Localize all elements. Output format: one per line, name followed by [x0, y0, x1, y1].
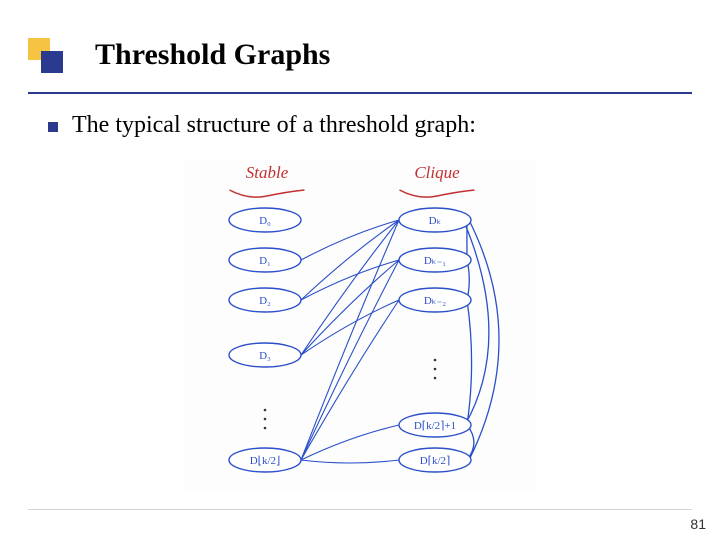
edge: [301, 260, 399, 460]
column-header: Clique: [414, 163, 460, 182]
header-brace: [400, 190, 475, 197]
ellipsis-dot: [264, 409, 267, 412]
ellipsis-dot: [264, 418, 267, 421]
edge: [301, 260, 399, 300]
clique-edge: [467, 300, 472, 425]
graph-node-label: D₂: [259, 295, 271, 307]
ellipsis-dot: [434, 377, 437, 380]
graph-node-label: D₃: [259, 350, 271, 362]
graph-node-label: Dₖ: [429, 215, 442, 227]
accent-square-blue: [41, 51, 63, 73]
title-rule: [28, 92, 692, 94]
page-number: 81: [690, 516, 706, 532]
clique-edge-outer2: [465, 224, 489, 425]
header-brace: [230, 190, 305, 197]
edge: [301, 260, 399, 355]
threshold-graph-diagram: Stable Clique D₀ D₁ D₂ D₃ D⌊k/2⌋ Dₖ Dₖ₋₁ Dₖ₋₂ D⌈k/…: [185, 160, 535, 490]
graph-node-label: D⌈k/2⌉+1: [414, 420, 456, 432]
graph-node-label: D⌊k/2⌋: [250, 455, 281, 467]
graph-node-label: D₁: [259, 255, 271, 267]
column-header: Stable: [246, 163, 289, 182]
bullet-text: The typical structure of a threshold gra…: [72, 112, 476, 139]
graph-node-label: D₀: [259, 215, 271, 227]
edge: [301, 300, 399, 355]
ellipsis-dot: [264, 427, 267, 430]
edge: [301, 425, 399, 460]
clique-edge-outer: [469, 220, 499, 460]
graph-node-label: Dₖ₋₂: [424, 295, 446, 307]
edge: [301, 460, 399, 463]
slide-title: Threshold Graphs: [95, 38, 330, 72]
bullet-icon: [48, 122, 58, 132]
footer-rule: [28, 509, 692, 510]
ellipsis-dot: [434, 368, 437, 371]
graph-node-label: Dₖ₋₁: [424, 255, 446, 267]
graph-node-label: D⌈k/2⌉: [420, 455, 451, 467]
ellipsis-dot: [434, 359, 437, 362]
